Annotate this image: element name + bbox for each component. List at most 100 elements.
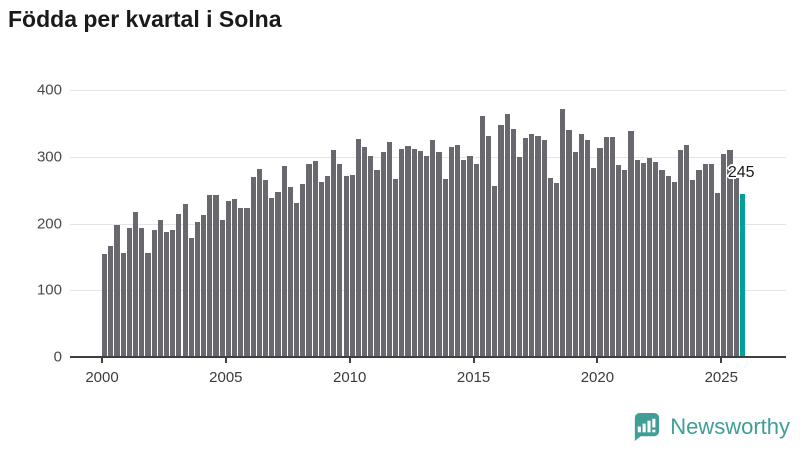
- x-axis-tickmark-2000: [101, 358, 103, 363]
- bar: [454, 144, 461, 357]
- bar-highlighted: [739, 193, 746, 357]
- bar: [244, 208, 250, 357]
- y-axis-tick-100: 100: [36, 281, 62, 299]
- bar: [461, 159, 467, 357]
- bar: [194, 221, 201, 357]
- bar: [207, 194, 213, 357]
- bar: [628, 130, 634, 357]
- gridline-y-0: [70, 356, 786, 358]
- bar: [411, 148, 417, 357]
- x-axis-tickmark-2010: [348, 358, 351, 363]
- bar: [362, 146, 368, 357]
- y-axis-tick-400: 400: [36, 81, 62, 99]
- bar: [145, 252, 151, 357]
- bar: [424, 156, 430, 357]
- bar: [238, 208, 244, 357]
- bar: [634, 160, 640, 357]
- bar: [479, 115, 485, 357]
- bar: [170, 230, 176, 357]
- bar: [163, 232, 170, 357]
- bar: [337, 164, 343, 357]
- x-axis-tick-2005: 2005: [209, 369, 243, 386]
- bar: [671, 182, 677, 357]
- gridline-y-400: [70, 90, 786, 92]
- bar: [504, 113, 510, 357]
- chart-title: Födda per kvartal i Solna: [8, 6, 282, 32]
- bar: [250, 176, 256, 357]
- bar: [430, 140, 436, 357]
- bar: [535, 135, 541, 357]
- bar: [684, 144, 690, 357]
- last-value-label: 245: [727, 163, 755, 181]
- bar: [708, 163, 715, 357]
- bar: [318, 182, 324, 357]
- bar: [696, 169, 702, 357]
- x-axis-tickmark-2015: [472, 358, 475, 363]
- y-axis-tick-200: 200: [36, 215, 62, 233]
- bar: [120, 252, 126, 357]
- bar: [591, 168, 597, 357]
- bar: [368, 155, 374, 357]
- bar: [139, 228, 145, 357]
- bar: [151, 230, 157, 357]
- bar: [399, 148, 405, 357]
- bar: [609, 136, 615, 357]
- bar: [312, 160, 318, 357]
- bar: [281, 165, 287, 357]
- x-axis-tick-2015: 2015: [456, 369, 491, 386]
- bar: [157, 220, 163, 357]
- bar: [102, 253, 108, 357]
- bar: [585, 140, 591, 357]
- brand-footer: Newsworthy: [630, 411, 790, 442]
- bar: [448, 146, 454, 357]
- bar: [263, 180, 269, 357]
- bar: [386, 141, 393, 357]
- bar: [219, 219, 225, 357]
- bar: [275, 191, 281, 357]
- bar: [560, 108, 566, 357]
- bar: [126, 227, 132, 357]
- bar: [324, 175, 331, 357]
- bar: [541, 139, 547, 357]
- x-axis-tick-2025: 2025: [704, 369, 738, 386]
- bar: [405, 145, 411, 357]
- bar: [188, 238, 194, 357]
- bar: [269, 198, 275, 357]
- bar: [293, 202, 300, 357]
- bar: [132, 211, 139, 357]
- x-axis-tick-2020: 2020: [580, 369, 615, 386]
- bar: [690, 179, 696, 357]
- bar: [677, 150, 684, 357]
- bar: [485, 136, 492, 357]
- x-axis-tickmark-2005: [224, 358, 227, 363]
- bar: [114, 224, 120, 357]
- bar: [436, 152, 442, 357]
- y-axis-tick-0: 0: [53, 348, 62, 366]
- y-axis-tick-300: 300: [36, 148, 62, 166]
- bar: [615, 164, 622, 357]
- bar: [702, 163, 708, 357]
- x-axis-tick-2000: 2000: [85, 369, 119, 386]
- bar: [306, 163, 312, 357]
- bar: [622, 169, 628, 357]
- bar: [566, 129, 572, 357]
- bar: [349, 174, 355, 357]
- bar: [343, 176, 349, 357]
- x-axis-tick-2010: 2010: [333, 369, 367, 386]
- bar: [603, 136, 609, 357]
- bar: [510, 128, 516, 357]
- bar: [547, 177, 554, 357]
- bar: [646, 158, 653, 357]
- bar: [256, 168, 262, 357]
- bar: [492, 185, 498, 357]
- bar: [523, 137, 529, 357]
- bar: [721, 154, 727, 357]
- bar: [733, 178, 739, 357]
- bar: [417, 150, 423, 357]
- bar: [727, 150, 733, 357]
- bar: [554, 182, 560, 357]
- newsworthy-logo-icon: [635, 412, 660, 442]
- bar: [201, 214, 207, 357]
- bar: [715, 192, 721, 357]
